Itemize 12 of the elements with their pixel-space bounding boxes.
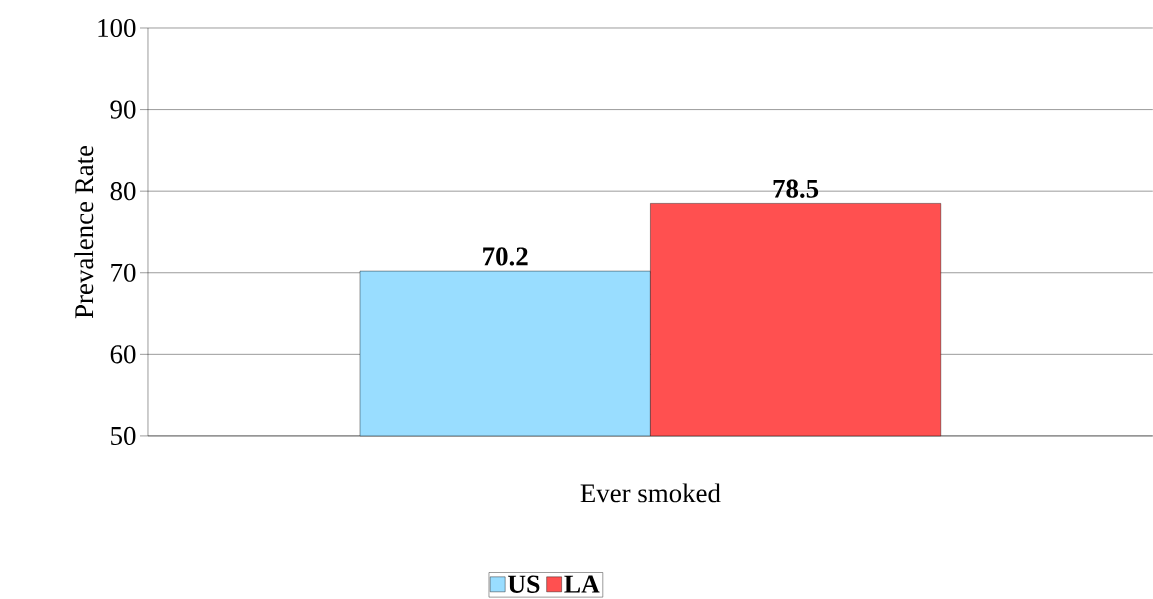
y-tick-label: 50: [111, 426, 136, 446]
y-tick-label: 90: [110, 100, 136, 119]
legend-label: US: [508, 575, 540, 593]
data-label: 78.5: [773, 179, 819, 198]
y-tick-label: 60: [110, 345, 136, 364]
y-axis-title: Prevalence Rate: [74, 145, 94, 319]
y-tick-label: 100: [98, 18, 136, 38]
y-tick-label: 80: [110, 182, 136, 201]
data-label: 70.2: [483, 247, 528, 266]
legend-label: LA: [564, 575, 600, 593]
y-tick-label: 70: [111, 263, 136, 282]
x-tick-label: Ever smoked: [580, 483, 721, 503]
